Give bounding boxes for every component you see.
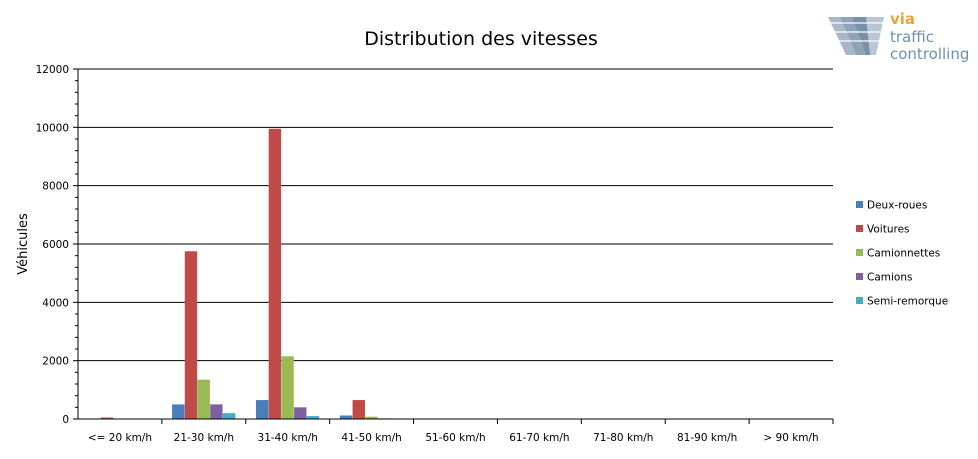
bar [339,415,353,419]
y-tick-label: 6000 [42,239,69,251]
y-tick-label: 2000 [42,356,69,368]
legend-label: Voitures [867,224,910,236]
bar [100,417,114,419]
legend: Deux-roues Voitures Camionnettes Camions Sem… [856,200,948,308]
y-tick-label: 0 [62,414,69,426]
bars [88,128,404,419]
bar [197,379,210,419]
x-tick-label: 51-60 km/h [425,432,485,444]
x-tick-label: 31-40 km/h [258,432,318,444]
logo-text-traffic: traffic [890,28,934,46]
x-tick-label: 81-90 km/h [677,432,737,444]
bar [255,400,269,419]
bar [365,416,378,419]
y-tick-label: 10000 [36,122,69,134]
bar [210,404,223,419]
axes [73,68,834,424]
x-tick-label: <= 20 km/h [88,432,152,444]
via-traffic-controlling-logo-icon [828,17,884,55]
legend-label: Semi-remorque [867,296,948,308]
bar [294,407,307,419]
legend-label: Camionnettes [867,248,940,260]
gridlines [78,68,833,362]
x-tick-labels: <= 20 km/h 21-30 km/h 31-40 km/h 41-50 km/h… [88,432,819,444]
y-tick-label: 12000 [36,64,69,76]
y-tick-labels: 0 2000 4000 6000 8000 10000 12000 [36,64,69,426]
y-axis-title: Véhicules [16,213,31,275]
bar [184,251,198,419]
bar [172,404,185,419]
x-tick-label: 71-80 km/h [593,432,653,444]
bar [268,128,282,419]
legend-swatch [856,297,863,304]
x-tick-label: 41-50 km/h [341,432,401,444]
bar [281,356,294,419]
legend-swatch [856,249,863,256]
legend-label: Camions [867,272,912,284]
x-tick-label: 61-70 km/h [509,432,569,444]
y-tick-label: 8000 [42,181,69,193]
legend-swatch [856,225,863,232]
logo-text-via: via [890,10,915,28]
logo-text-controlling: controlling [890,45,969,63]
legend-swatch [856,273,863,280]
bar [306,416,320,419]
y-tick-label: 4000 [42,297,69,309]
x-tick-label: 21-30 km/h [174,432,234,444]
legend-label: Deux-roues [867,200,927,212]
bar [222,413,236,419]
bar [352,400,365,419]
chart-title: Distribution des vitesses [364,28,598,50]
x-tick-label: > 90 km/h [763,432,818,444]
via-traffic-controlling-logo: via traffic controlling [828,10,969,63]
legend-swatch [856,201,863,208]
